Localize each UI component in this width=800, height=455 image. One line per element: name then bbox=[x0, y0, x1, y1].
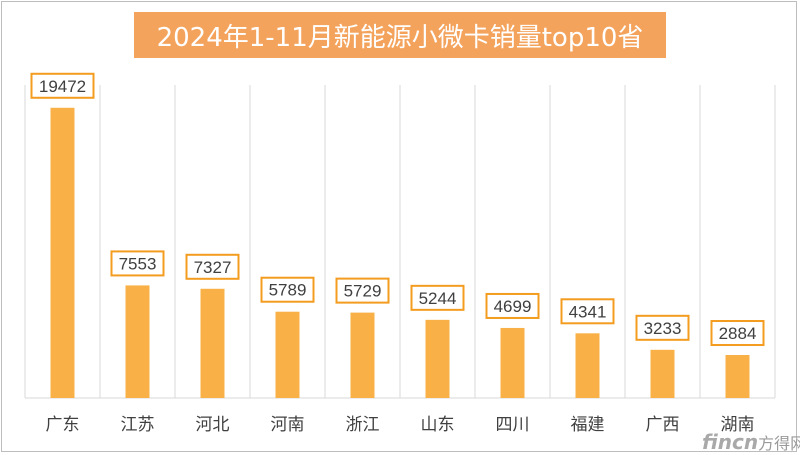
category-label: 浙江 bbox=[346, 415, 380, 435]
watermark-text: 方得网 bbox=[758, 434, 800, 453]
watermark-logo: fincn方得网 bbox=[702, 430, 800, 454]
value-label: 7327 bbox=[194, 258, 232, 277]
value-label-box bbox=[185, 253, 240, 280]
bar bbox=[275, 311, 300, 398]
value-label: 19472 bbox=[39, 77, 86, 96]
chart-title: 2024年1-11月新能源小微卡销量top10省 bbox=[134, 12, 666, 58]
bar bbox=[725, 355, 750, 398]
watermark-brand: fincn bbox=[702, 430, 759, 454]
value-label: 2884 bbox=[719, 324, 757, 343]
value-label-box bbox=[260, 276, 315, 303]
value-label-box bbox=[410, 284, 465, 311]
bar bbox=[125, 285, 150, 398]
value-label-box bbox=[710, 320, 765, 347]
category-label: 湖南 bbox=[721, 415, 755, 435]
category-label: 福建 bbox=[571, 415, 605, 435]
value-label: 3233 bbox=[644, 319, 682, 338]
value-label-box bbox=[110, 250, 165, 277]
category-label: 广西 bbox=[646, 415, 680, 435]
bar bbox=[575, 333, 600, 398]
category-label: 江苏 bbox=[121, 415, 155, 435]
category-label: 广东 bbox=[46, 415, 80, 435]
category-label: 四川 bbox=[496, 415, 530, 435]
value-label-box bbox=[335, 277, 390, 304]
bar bbox=[650, 349, 675, 398]
value-label-box bbox=[30, 72, 95, 99]
value-label-box bbox=[635, 314, 690, 341]
value-label-box bbox=[560, 298, 615, 325]
bar bbox=[500, 327, 525, 398]
value-label: 5789 bbox=[269, 281, 307, 300]
value-label: 5729 bbox=[344, 282, 382, 301]
bar bbox=[200, 288, 225, 398]
bar bbox=[50, 107, 75, 398]
value-label: 7553 bbox=[119, 254, 157, 273]
value-label: 4341 bbox=[569, 302, 607, 321]
category-label: 河南 bbox=[271, 415, 305, 435]
category-label: 河北 bbox=[196, 415, 230, 435]
chart-title-text: 2024年1-11月新能源小微卡销量top10省 bbox=[156, 22, 644, 53]
value-label: 4699 bbox=[494, 297, 532, 316]
value-label-box bbox=[485, 292, 540, 319]
bar bbox=[425, 319, 450, 398]
bar bbox=[350, 312, 375, 398]
value-label: 5244 bbox=[419, 289, 457, 308]
category-label: 山东 bbox=[421, 415, 455, 435]
